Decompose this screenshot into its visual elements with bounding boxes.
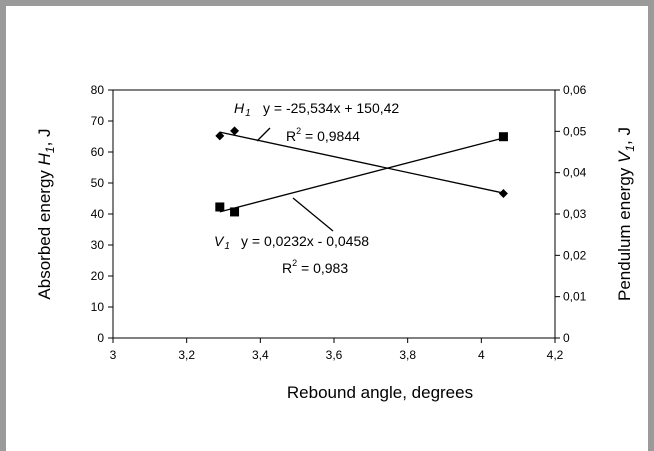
right-y-tick-label: 0,05 bbox=[563, 124, 587, 138]
left-y-axis-ticks: 0 10 20 30 40 50 60 70 80 bbox=[91, 83, 113, 345]
left-y-tick-label: 80 bbox=[91, 83, 105, 97]
annotation-leaders bbox=[256, 127, 334, 232]
left-y-tick-label: 50 bbox=[91, 176, 105, 190]
marker-v1 bbox=[230, 207, 240, 217]
v1-annotation-label: V1 bbox=[214, 233, 230, 252]
right-y-tick-label: 0,04 bbox=[563, 166, 587, 180]
x-axis-ticks: 3 3,2 3,4 3,6 3,8 4 4,2 bbox=[110, 338, 564, 362]
x-axis-title: Rebound angle, degrees bbox=[287, 383, 473, 402]
right-y-tick-label: 0,01 bbox=[563, 290, 587, 304]
marker-v1 bbox=[215, 202, 225, 212]
marker-h1 bbox=[215, 131, 225, 141]
right-y-tick-label: 0,03 bbox=[563, 207, 587, 221]
x-tick-label: 3,2 bbox=[178, 348, 195, 362]
trend-lines bbox=[219, 131, 504, 213]
h1-equation: y = -25,534x + 150,42 bbox=[263, 100, 399, 116]
left-y-tick-label: 0 bbox=[97, 331, 104, 345]
x-tick-label: 3,4 bbox=[252, 348, 269, 362]
right-y-axis-title: Pendulum energy V1, J bbox=[615, 127, 637, 301]
x-tick-label: 3,6 bbox=[326, 348, 343, 362]
h1-annotation-label: H1 bbox=[234, 100, 251, 119]
marker-h1 bbox=[230, 126, 240, 136]
right-y-axis-ticks: 0 0,01 0,02 0,03 0,04 0,05 0,06 bbox=[555, 83, 587, 345]
left-y-axis-title: Absorbed energy H1, J bbox=[35, 128, 57, 299]
x-tick-label: 3,8 bbox=[399, 348, 416, 362]
right-y-tick-label: 0,06 bbox=[563, 83, 587, 97]
h1-leader-line bbox=[256, 127, 271, 142]
x-tick-label: 4,2 bbox=[547, 348, 564, 362]
v1-leader-line bbox=[292, 197, 334, 232]
v1-r-squared: R2 = 0,983 bbox=[282, 258, 348, 276]
x-tick-label: 4 bbox=[478, 348, 485, 362]
x-tick-label: 3 bbox=[110, 348, 117, 362]
marker-v1 bbox=[498, 132, 508, 142]
right-y-tick-label: 0 bbox=[563, 331, 570, 345]
trend-line-v1 bbox=[219, 137, 504, 213]
left-y-tick-label: 10 bbox=[91, 300, 105, 314]
left-y-tick-label: 30 bbox=[91, 238, 105, 252]
left-y-tick-label: 70 bbox=[91, 114, 105, 128]
v1-equation: y = 0,0232x - 0,0458 bbox=[241, 233, 369, 249]
h1-r-squared: R2 = 0,9844 bbox=[286, 126, 360, 144]
left-y-tick-label: 60 bbox=[91, 145, 105, 159]
trend-line-h1 bbox=[219, 131, 504, 194]
data-markers bbox=[215, 126, 508, 217]
left-y-tick-label: 40 bbox=[91, 207, 105, 221]
left-y-tick-label: 20 bbox=[91, 269, 105, 283]
right-y-tick-label: 0,02 bbox=[563, 248, 587, 262]
marker-h1 bbox=[498, 189, 508, 199]
